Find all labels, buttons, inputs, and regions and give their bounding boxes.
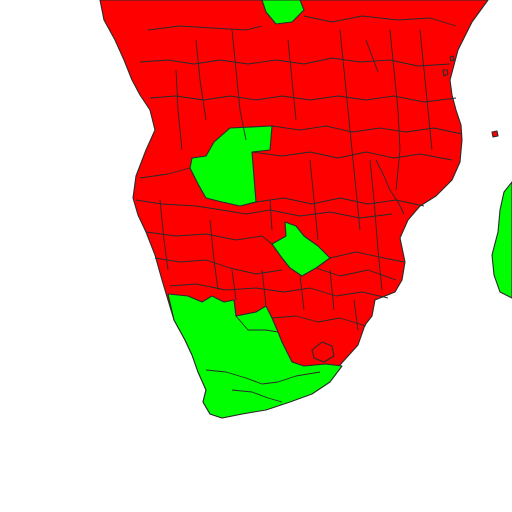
region-island-comoros[interactable] (442, 69, 449, 77)
region-south-africa-green-area[interactable] (167, 293, 343, 419)
region-madagascar-west[interactable] (491, 181, 512, 299)
region-north-green-area[interactable] (261, 0, 305, 25)
region-island-small-east[interactable] (449, 55, 455, 62)
region-island-seychelles[interactable] (491, 130, 499, 138)
region-lesotho[interactable] (311, 341, 335, 363)
region-botswana-green-area[interactable] (271, 221, 331, 277)
admin-borders (135, 15, 463, 403)
region-angola-namibia-green-area[interactable] (189, 125, 273, 207)
